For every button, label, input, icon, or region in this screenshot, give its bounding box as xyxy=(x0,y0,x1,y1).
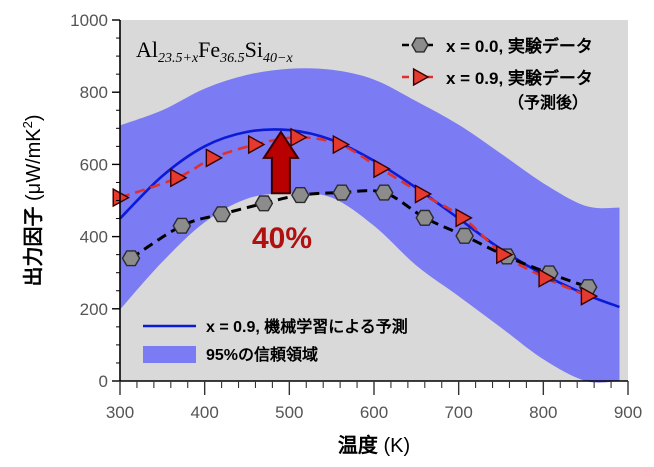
exp00-point xyxy=(254,195,274,212)
exp09-point xyxy=(205,148,224,168)
legend-exp00-label: x = 0.0, 実験データ xyxy=(446,36,593,56)
increase-arrow xyxy=(262,130,300,195)
exp09-point xyxy=(170,168,188,188)
formula-subscript: 40−x xyxy=(263,51,293,66)
formula-label: Al23.5+xFe36.5Si40−x xyxy=(136,37,293,66)
x-tick-label: 500 xyxy=(275,403,303,422)
legend-exp09-label: x = 0.9, 実験データ xyxy=(446,68,593,88)
y-axis-label: 出力因子 (μW/mK2) xyxy=(20,114,45,286)
formula-subscript: 36.5 xyxy=(219,51,245,66)
y-tick-label: 800 xyxy=(80,83,108,102)
x-axis-label-main: 温度 xyxy=(338,433,379,457)
exp00-point xyxy=(415,209,435,226)
exp00-point xyxy=(121,250,141,267)
marker-layer xyxy=(112,127,599,306)
legend-exp00-marker xyxy=(411,37,429,53)
axis-layer: 0 200 400 600 800 1000 300 400 500 600 700 800 900 温度… xyxy=(20,11,642,457)
x-tick-label: 300 xyxy=(106,403,134,422)
exp00-point xyxy=(374,184,394,201)
y-tick-label: 400 xyxy=(80,228,108,247)
exp09-point xyxy=(373,159,391,179)
exp09-point xyxy=(414,184,433,204)
legend-exp09-sublabel: （予測後） xyxy=(508,93,588,112)
exp09-point xyxy=(332,134,351,155)
y-axis-label-main: 出力因子 xyxy=(22,201,45,287)
formula-element: Al xyxy=(136,37,158,62)
exp00-point xyxy=(290,186,310,204)
annotation-layer: 40% Al23.5+xFe36.5Si40−x xyxy=(136,37,312,255)
formula-element: Fe xyxy=(198,37,220,62)
y-axis-label-unit: (μW/mK xyxy=(23,128,45,201)
exp09-point xyxy=(580,286,599,306)
annotation-text: 40% xyxy=(252,222,312,255)
x-tick-label: 800 xyxy=(529,403,557,422)
exp09-point xyxy=(496,244,514,265)
exp09-point xyxy=(247,134,266,155)
y-axis-label-close: ) xyxy=(23,114,45,121)
exp09-point xyxy=(112,187,130,208)
exp09-point xyxy=(455,208,473,228)
exp00-point xyxy=(455,227,474,244)
x-axis-label-unit: (K) xyxy=(378,435,410,457)
exp00-point xyxy=(172,217,192,234)
y-tick-label: 200 xyxy=(80,300,108,319)
legend-prediction-label: x = 0.9, 機械学習による予測 xyxy=(206,317,408,336)
legend-band-label: 95%の信頼領域 xyxy=(206,345,318,364)
y-axis-label-sup: 2 xyxy=(20,121,35,128)
y-tick-label: 1000 xyxy=(70,11,108,30)
x-tick-label: 400 xyxy=(190,403,218,422)
x-tick-label: 700 xyxy=(444,403,472,422)
formula-element: Si xyxy=(245,37,263,62)
exp00-point xyxy=(332,184,352,201)
x-tick-label: 600 xyxy=(360,403,388,422)
x-tick-label: 900 xyxy=(614,403,642,422)
x-axis-label: 温度 (K) xyxy=(338,433,410,457)
y-tick-label: 600 xyxy=(80,155,108,174)
legend-exp09-marker xyxy=(412,67,430,87)
y-tick-label: 0 xyxy=(99,372,108,391)
formula-subscript: 23.5+x xyxy=(158,51,199,66)
exp09-point xyxy=(290,127,308,148)
exp09-point xyxy=(538,268,556,288)
exp00-point xyxy=(212,206,231,223)
legend-band-swatch xyxy=(143,346,196,363)
legend-layer: x = 0.0, 実験データ x = 0.9, 実験データ （予測後） x = 0.9… xyxy=(143,36,593,364)
